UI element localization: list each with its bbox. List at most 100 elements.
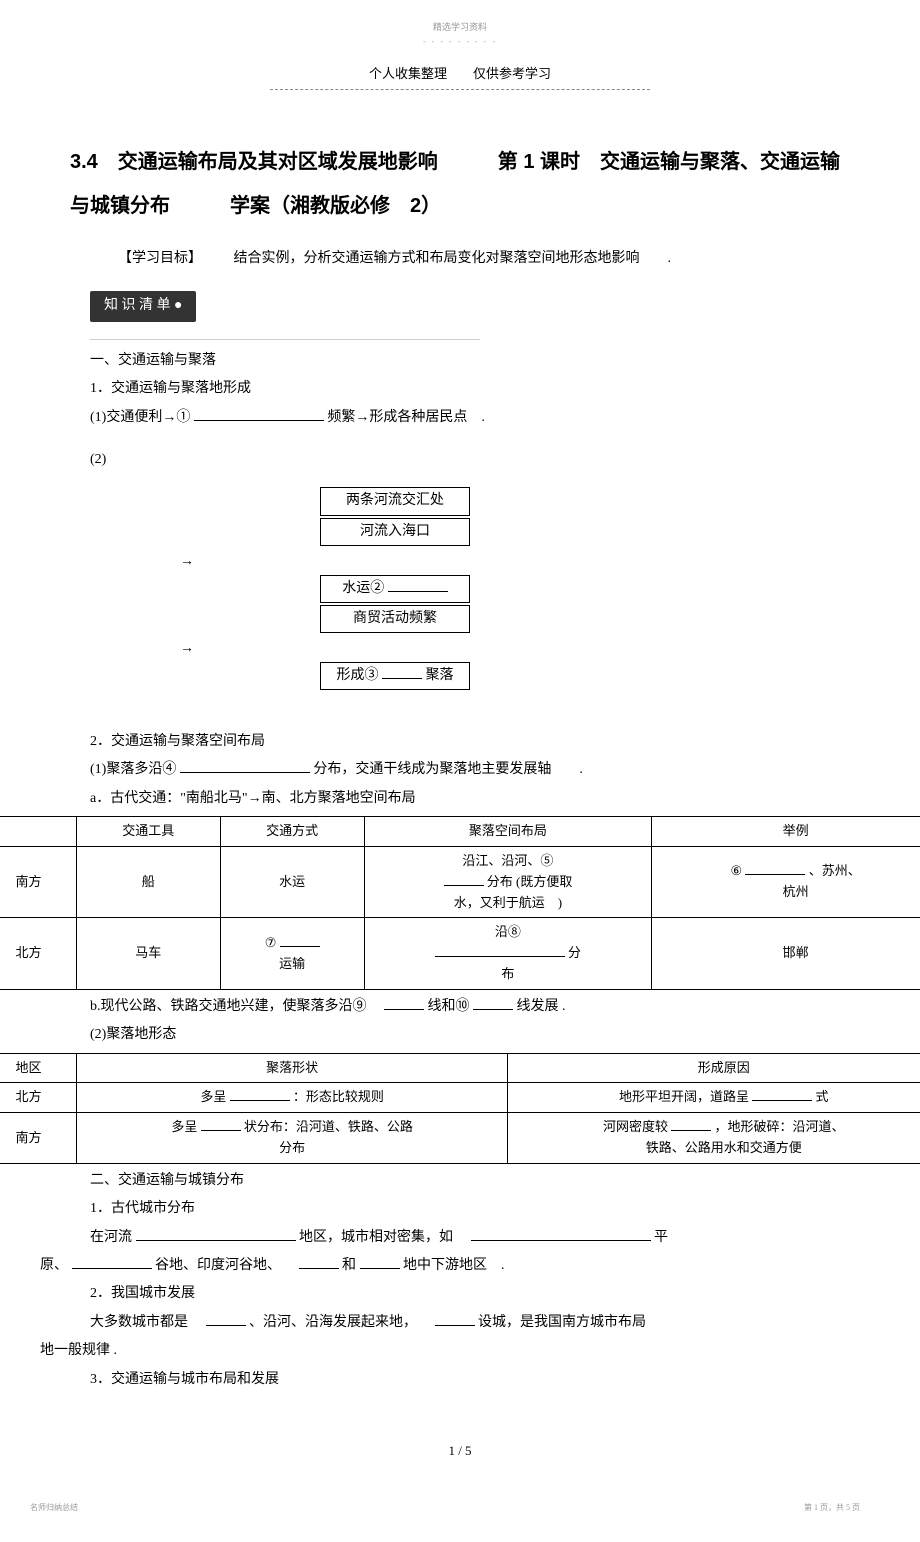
t1-r2-region: 北方 — [0, 918, 76, 989]
t1-h1: 交通工具 — [76, 817, 220, 847]
s2l1p-mid2: 和 — [342, 1258, 356, 1273]
s2l1p-pre: 原、 — [40, 1258, 68, 1273]
table-2: 地区 聚落形状 形成原因 北方 多呈 ：形态比较规则 地形平坦开阔，道路呈 式 … — [0, 1053, 920, 1164]
t2r1r-pre: 地形平坦开阔，道路呈 — [619, 1089, 749, 1104]
page-number: 1 / 5 — [30, 1441, 890, 1462]
blank-13 — [201, 1118, 241, 1131]
fb5-pre: 形成③ — [337, 668, 379, 683]
table-1: 交通工具 交通方式 聚落空间布局 举例 南方 船 水运 沿江、沿河、⑤ 分布 (… — [0, 816, 920, 990]
blank-18 — [299, 1255, 339, 1269]
t2-h0: 地区 — [0, 1053, 76, 1083]
knowledge-box-row: 知 识 清 单 ● — [90, 276, 480, 339]
blank-7 — [280, 934, 320, 947]
t1-r2-lay-post: 布 — [501, 966, 514, 981]
t1-r1-region: 南方 — [0, 847, 76, 918]
t1-r2-tool: 马车 — [76, 918, 220, 989]
sub-header: 个人收集整理 仅供参考学习 — [30, 64, 890, 85]
blank-20 — [206, 1312, 246, 1326]
flow-group-2: 水运② 商贸活动频繁 — [320, 574, 830, 635]
learning-goal-label: 【学习目标】 — [118, 251, 202, 266]
knowledge-box: 知 识 清 单 ● — [90, 291, 196, 321]
s1-l1-pre: (1)交通便利→① — [90, 410, 190, 425]
flow-box-1: 两条河流交汇处 — [320, 487, 470, 515]
t1-r1-ex-mid: 、苏州、 — [809, 863, 861, 878]
s2l1-pre: 在河流 — [90, 1230, 132, 1245]
t2r2s-pre: 多呈 — [171, 1119, 197, 1134]
section2-line2-cont: 地一般规律 . — [40, 1340, 890, 1362]
s2l1-mid1: 地区，城市相对密集，如 — [299, 1230, 453, 1245]
top-dots: - - - - - - - - - — [30, 36, 890, 49]
section2-line1: 在河流 地区，城市相对密集，如 平 — [90, 1227, 830, 1249]
t2-r2-reason: 河网密度较 ，地形破碎：沿河道、 铁路、公路用水和交通方便 — [508, 1113, 920, 1164]
t2r1r-post: 式 — [815, 1089, 828, 1104]
table-row: 北方 马车 ⑦ 运输 沿⑧ 分 布 邯郸 — [0, 918, 920, 989]
t2r2s-mid: 状分布：沿河道、铁路、公路 — [244, 1119, 413, 1134]
t2-h2: 形成原因 — [508, 1053, 920, 1083]
arrow-1: → — [180, 551, 830, 573]
learning-goal: 【学习目标】 结合实例，分析交通运输方式和布局变化对聚落空间地形态地影响 . — [90, 248, 830, 270]
table-row: 地区 聚落形状 形成原因 — [0, 1053, 920, 1083]
t1-h2: 交通方式 — [220, 817, 364, 847]
s1b-pre: b.现代公路、铁路交通地兴建，使聚落多沿⑨ — [90, 999, 367, 1014]
flow-box-3: 水运② — [320, 575, 470, 603]
blank-21 — [435, 1312, 475, 1326]
t1-r2-example: 邯郸 — [652, 918, 920, 989]
s2l1p-end: 地中下游地区 . — [403, 1258, 505, 1273]
section1-line2: (1)聚落多沿④ 分布，交通干线成为聚落地主要发展轴 . — [90, 759, 830, 781]
s1-l2-post: 分布，交通干线成为聚落地主要发展轴 . — [313, 762, 583, 777]
flow-group-1: 两条河流交汇处 河流入海口 — [320, 486, 830, 547]
t2-r2-shape: 多呈 状分布：沿河道、铁路、公路 分布 — [76, 1113, 508, 1164]
t2r2s-post: 分布 — [279, 1140, 305, 1155]
section2-h1: 二、交通运输与城镇分布 — [90, 1170, 830, 1192]
t2r1s-pre: 多呈 — [200, 1089, 226, 1104]
footer-right: 第 1 页，共 5 页 — [804, 1502, 860, 1515]
t1-r2-m-pre: ⑦ — [265, 935, 277, 950]
blank-3 — [382, 665, 422, 679]
section2-h2: 1．古代城市分布 — [90, 1198, 830, 1220]
section1-h1: 一、交通运输与聚落 — [90, 350, 830, 372]
t1-r2-mode: ⑦ 运输 — [220, 918, 364, 989]
t1-r2-m-post: 运输 — [279, 956, 305, 971]
table-row: 南方 多呈 状分布：沿河道、铁路、公路 分布 河网密度较 ，地形破碎：沿河道、 … — [0, 1113, 920, 1164]
t1-r1-lay-mid: 分布 (既方便取 — [487, 874, 573, 889]
table-row: 交通工具 交通方式 聚落空间布局 举例 — [0, 817, 920, 847]
flow-group-3: 形成③ 聚落 — [320, 661, 830, 691]
t1-r1-layout: 沿江、沿河、⑤ 分布 (既方便取 水，又利于航运 ) — [364, 847, 652, 918]
blank-19 — [360, 1255, 400, 1269]
t1-r1-mode: 水运 — [220, 847, 364, 918]
t2-r1-region: 北方 — [0, 1083, 76, 1113]
t2-r2-region: 南方 — [0, 1113, 76, 1164]
t1-r1-ex-pre: ⑥ — [731, 863, 743, 878]
section2-h3: 2．我国城市发展 — [90, 1283, 830, 1305]
t1-h3: 聚落空间布局 — [364, 817, 652, 847]
s2l2-mid2: 设城，是我国南方城市布局 — [478, 1315, 646, 1330]
fb3-pre: 水运② — [342, 581, 384, 596]
s2l1-mid2: 平 — [654, 1230, 668, 1245]
t1-r2-layout: 沿⑧ 分 布 — [364, 918, 652, 989]
flow-box-5: 形成③ 聚落 — [320, 662, 470, 690]
blank-9 — [384, 996, 424, 1010]
blank-2 — [388, 578, 448, 592]
top-header: 精选学习资料 — [30, 20, 890, 34]
section2-line2: 大多数城市都是 、沿河、沿海发展起来地， 设城，是我国南方城市布局 — [90, 1312, 830, 1334]
blank-6 — [745, 862, 805, 875]
section1-h3: 2．交通运输与聚落空间布局 — [90, 731, 830, 753]
document-title: 3.4 交通运输布局及其对区域发展地影响 第 1 课时 交通运输与聚落、交通运输… — [70, 140, 850, 228]
s2l2-pre: 大多数城市都是 — [90, 1315, 188, 1330]
blank-14 — [671, 1118, 711, 1131]
flow-box-4: 商贸活动频繁 — [320, 605, 470, 633]
s1b-post: 线发展 . — [517, 999, 566, 1014]
blank-12 — [752, 1088, 812, 1101]
t1-h4: 举例 — [652, 817, 920, 847]
blank-11 — [230, 1088, 290, 1101]
bottom-row: 名师归纳总结 第 1 页，共 5 页 — [30, 1502, 890, 1522]
section1-h2: 1．交通运输与聚落地形成 — [90, 378, 830, 400]
section1b-lineb: b.现代公路、铁路交通地兴建，使聚落多沿⑨ 线和⑩ 线发展 . — [90, 996, 830, 1018]
t2-h1: 聚落形状 — [76, 1053, 508, 1083]
blank-5 — [444, 873, 484, 886]
t2r2r-mid: ，地形破碎：沿河道、 — [714, 1119, 844, 1134]
blank-4 — [180, 759, 310, 773]
flow-box-2: 河流入海口 — [320, 518, 470, 546]
s2l1p-mid1: 谷地、印度河谷地、 — [155, 1258, 281, 1273]
t1-r1-tool: 船 — [76, 847, 220, 918]
